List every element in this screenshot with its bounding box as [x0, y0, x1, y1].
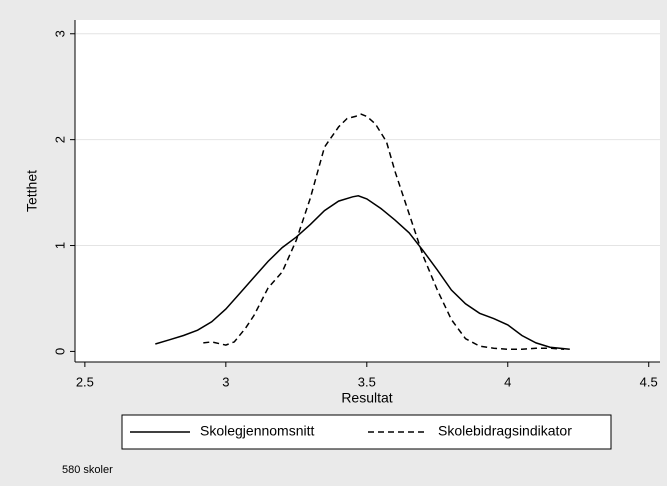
line [203, 113, 565, 351]
y-tick-label: 3 [52, 30, 67, 37]
legend [121, 414, 612, 450]
plot-area [75, 20, 660, 362]
x-tick-label: 3.5 [358, 374, 376, 389]
x-axis-title: Resultat [341, 390, 392, 406]
y-tick-label: 2 [52, 136, 67, 143]
x-tick-label: 3 [222, 374, 229, 389]
x-tick-label: 4.5 [640, 374, 658, 389]
y-tick-label: 0 [52, 348, 67, 355]
line [155, 195, 570, 351]
legend-label: Skolegjennomsnitt [200, 423, 315, 439]
x-tick-label: 2.5 [76, 374, 94, 389]
y-tick-label: 1 [52, 242, 67, 249]
y-axis-title: Tetthet [24, 170, 40, 212]
x-tick-label: 4 [504, 374, 511, 389]
note: 580 skoler [62, 464, 113, 476]
legend-label: Skolebidragsindikator [438, 423, 572, 439]
